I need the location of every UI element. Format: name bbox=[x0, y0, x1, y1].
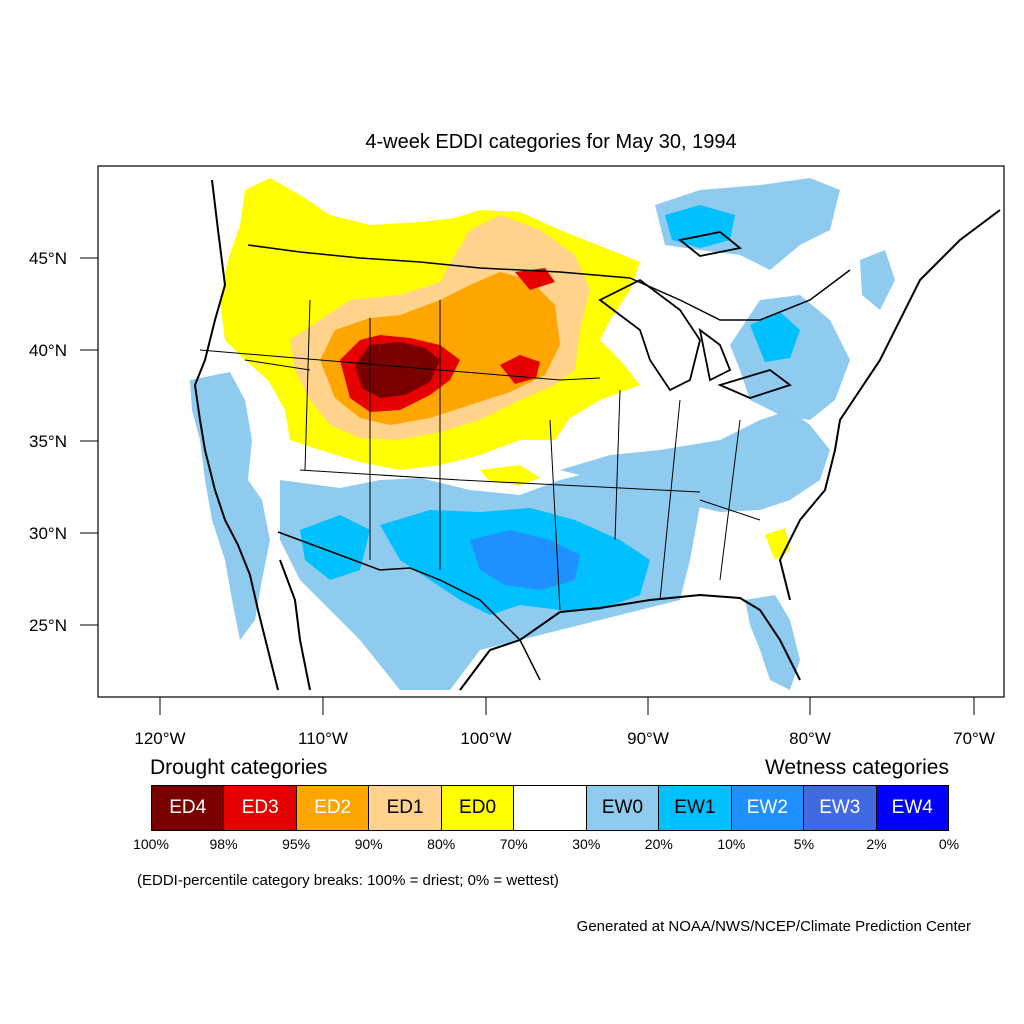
legend-box-neutral bbox=[514, 786, 587, 830]
eddi-map: 45°N 40°N 35°N 30°N 25°N 120°W 110°W 100… bbox=[29, 165, 1005, 748]
canada-border bbox=[247, 244, 851, 321]
legend-box-ed2: ED2 bbox=[296, 786, 370, 830]
region-ed3-nebraska bbox=[500, 355, 540, 384]
lon-label: 70°W bbox=[953, 729, 995, 748]
legend-box-ed1: ED1 bbox=[369, 786, 442, 830]
map-title: 4-week EDDI categories for May 30, 1994 bbox=[365, 131, 737, 153]
lat-label: 30°N bbox=[29, 524, 67, 543]
mexico-border bbox=[277, 531, 541, 681]
coastline-east bbox=[778, 209, 1001, 601]
legend-box-ed3: ED3 bbox=[224, 786, 297, 830]
break-label: 5% bbox=[793, 836, 815, 852]
break-label: 98% bbox=[209, 836, 238, 852]
wetness-categories-heading: Wetness categories bbox=[764, 756, 949, 779]
breaks-note: (EDDI-percentile category breaks: 100% =… bbox=[137, 872, 559, 889]
break-label: 90% bbox=[354, 836, 383, 852]
lon-axis: 120°W 110°W 100°W 90°W 80°W 70°W bbox=[134, 697, 995, 748]
lat-axis: 45°N 40°N 35°N 30°N 25°N bbox=[29, 249, 98, 635]
break-label: 20% bbox=[644, 836, 673, 852]
category-regions bbox=[190, 178, 895, 690]
lon-label: 100°W bbox=[460, 729, 511, 748]
legend-box-ed4: ED4 bbox=[152, 786, 225, 830]
region-ew1-upper-peninsula bbox=[665, 205, 735, 248]
boundary-lines bbox=[193, 179, 1001, 691]
legend-bar: ED4 ED3 ED2 ED1 ED0 EW0 EW1 EW2 EW3 EW4 bbox=[151, 785, 949, 831]
break-label: 10% bbox=[717, 836, 746, 852]
coastline-gulf bbox=[459, 593, 801, 691]
credit-line: Generated at NOAA/NWS/NCEP/Climate Predi… bbox=[576, 918, 971, 935]
region-ew1-south bbox=[300, 515, 370, 580]
region-ew2-texas bbox=[470, 530, 580, 590]
legend-box-ew1: EW1 bbox=[659, 786, 732, 830]
region-ed0-texas-panhandle bbox=[480, 465, 540, 485]
drought-categories-heading: Drought categories bbox=[150, 756, 328, 779]
legend-breaks: 100% 98% 95% 90% 80% 70% 30% 20% 10% 5% … bbox=[133, 836, 959, 856]
lat-label: 25°N bbox=[29, 616, 67, 635]
legend-box-ew2: EW2 bbox=[731, 786, 805, 830]
lon-label: 80°W bbox=[789, 729, 831, 748]
break-label: 30% bbox=[572, 836, 601, 852]
lon-label: 110°W bbox=[298, 729, 348, 748]
region-ew0-east bbox=[560, 410, 830, 512]
plot-frame bbox=[97, 165, 1005, 698]
region-ed3-dakotas bbox=[515, 268, 555, 290]
lat-label: 45°N bbox=[29, 249, 67, 268]
great-lakes bbox=[598, 231, 792, 399]
legend-box-ew4: EW4 bbox=[876, 786, 948, 830]
region-ed4-core bbox=[355, 342, 440, 398]
lon-label: 90°W bbox=[627, 729, 669, 748]
break-label: 2% bbox=[866, 836, 887, 852]
break-label: 80% bbox=[427, 836, 456, 852]
region-ew0-maine bbox=[860, 250, 895, 310]
state-lines bbox=[199, 299, 761, 611]
region-ew0-florida bbox=[745, 595, 800, 690]
break-label: 70% bbox=[499, 836, 528, 852]
legend-box-ew0: EW0 bbox=[586, 786, 660, 830]
lat-label: 35°N bbox=[29, 432, 67, 451]
lat-label: 40°N bbox=[29, 341, 67, 360]
coastline-baja bbox=[279, 559, 311, 691]
coastline-west bbox=[193, 179, 279, 691]
lon-label: 120°W bbox=[134, 729, 185, 748]
legend-box-ed0: ED0 bbox=[441, 786, 515, 830]
break-label: 0% bbox=[938, 836, 960, 852]
legend-box-ew3: EW3 bbox=[804, 786, 877, 830]
break-label: 95% bbox=[282, 836, 311, 852]
region-ew1-new-york bbox=[750, 312, 800, 362]
break-label: 100% bbox=[133, 836, 169, 852]
